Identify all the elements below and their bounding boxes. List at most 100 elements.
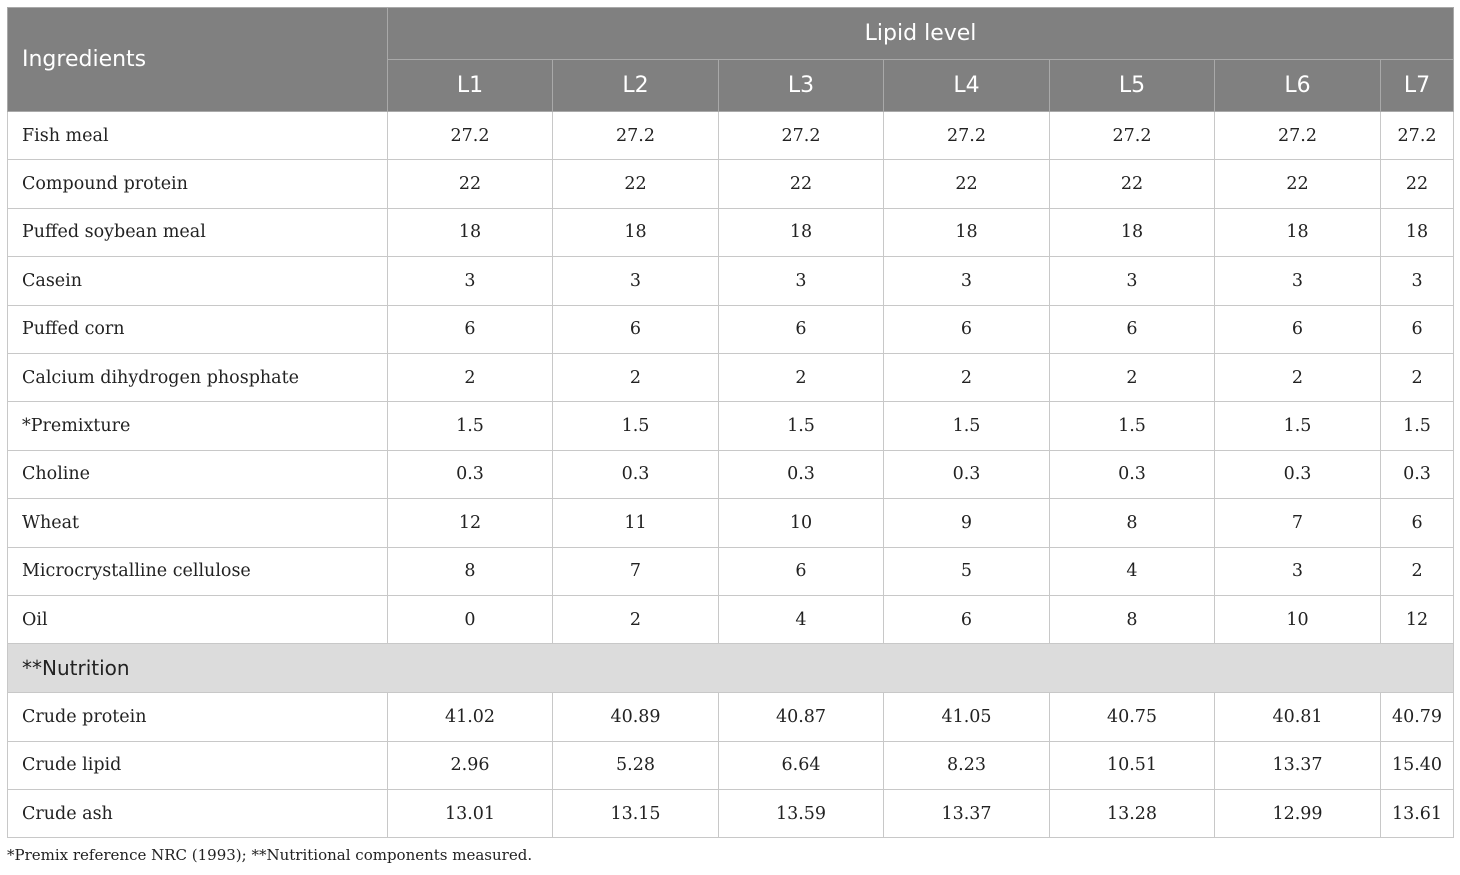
level-header-cell: L5 bbox=[1049, 59, 1215, 112]
table-cell: 18 bbox=[387, 207, 553, 258]
table-cell: 0.3 bbox=[1214, 449, 1381, 500]
row-label: *Premixture bbox=[7, 401, 388, 451]
table-cell: 27.2 bbox=[387, 110, 553, 161]
table-cell: 6.64 bbox=[718, 740, 884, 791]
table-cell: 8 bbox=[387, 546, 553, 596]
table-row: *Premixture 1.5 1.5 1.5 1.5 1.5 1.5 1.5 bbox=[7, 401, 1455, 451]
table-cell: 6 bbox=[883, 594, 1050, 645]
table-cell: 9 bbox=[883, 498, 1050, 548]
table-cell: 22 bbox=[1214, 159, 1381, 209]
table-cell: 22 bbox=[883, 159, 1050, 209]
row-label: Puffed corn bbox=[7, 304, 388, 354]
table-cell: 18 bbox=[1049, 207, 1215, 258]
table-cell: 12.99 bbox=[1214, 789, 1381, 839]
table-cell: 2 bbox=[1379, 546, 1455, 596]
table-cell: 2.96 bbox=[387, 740, 553, 791]
ingredients-header: Ingredients bbox=[7, 7, 388, 112]
table-cell: 27.2 bbox=[1379, 110, 1455, 161]
table-cell: 3 bbox=[883, 256, 1050, 306]
table-cell: 1.5 bbox=[552, 401, 719, 451]
diet-composition-table: Ingredients Lipid level L1 L2 L3 L4 L5 L6 L7 F… bbox=[6, 7, 1455, 839]
table-row: Wheat 12 11 10 9 8 7 6 bbox=[7, 498, 1455, 548]
table-cell: 8 bbox=[1049, 498, 1215, 548]
table-cell: 13.28 bbox=[1049, 789, 1215, 839]
level-header-row: L1 L2 L3 L4 L5 L6 L7 bbox=[8, 59, 1455, 112]
table-cell: 40.81 bbox=[1214, 692, 1381, 742]
table-cell: 6 bbox=[718, 546, 884, 596]
table-cell: 40.89 bbox=[552, 692, 719, 742]
row-label: Oil bbox=[7, 594, 388, 645]
table-container: Ingredients Lipid level L1 L2 L3 L4 L5 L6 L7 F… bbox=[6, 7, 1455, 839]
table-cell: 2 bbox=[883, 352, 1050, 403]
table-cell: 40.79 bbox=[1379, 692, 1455, 742]
table-cell: 0.3 bbox=[1049, 449, 1215, 500]
table-cell: 13.15 bbox=[552, 789, 719, 839]
table-cell: 7 bbox=[552, 546, 719, 596]
table-cell: 18 bbox=[1214, 207, 1381, 258]
table-cell: 18 bbox=[552, 207, 719, 258]
table-cell: 6 bbox=[718, 304, 884, 354]
row-label: Compound protein bbox=[7, 159, 388, 209]
table-cell: 13.59 bbox=[718, 789, 884, 839]
table-cell: 7 bbox=[1214, 498, 1381, 548]
table-row: Puffed corn 6 6 6 6 6 6 6 bbox=[7, 304, 1455, 354]
table-cell: 22 bbox=[387, 159, 553, 209]
table-cell: 2 bbox=[552, 352, 719, 403]
table-cell: 6 bbox=[1214, 304, 1381, 354]
row-label: Wheat bbox=[7, 498, 388, 548]
table-cell: 1.5 bbox=[1049, 401, 1215, 451]
table-cell: 18 bbox=[883, 207, 1050, 258]
table-cell: 2 bbox=[718, 352, 884, 403]
row-label: Fish meal bbox=[7, 110, 388, 161]
table-cell: 1.5 bbox=[718, 401, 884, 451]
table-cell: 4 bbox=[1049, 546, 1215, 596]
level-header-cell: L3 bbox=[718, 59, 884, 112]
table-header: Ingredients Lipid level L1 L2 L3 L4 L5 L6 L7 bbox=[7, 7, 1455, 112]
table-row: Choline 0.3 0.3 0.3 0.3 0.3 0.3 0.3 bbox=[7, 449, 1455, 500]
table-cell: 6 bbox=[1379, 498, 1455, 548]
table-cell: 0.3 bbox=[387, 449, 553, 500]
row-label: Crude lipid bbox=[7, 740, 388, 791]
table-cell: 18 bbox=[718, 207, 884, 258]
table-cell: 11 bbox=[552, 498, 719, 548]
table-cell: 13.61 bbox=[1379, 789, 1455, 839]
level-header-cell: L2 bbox=[552, 59, 719, 112]
table-cell: 40.87 bbox=[718, 692, 884, 742]
table-cell: 6 bbox=[883, 304, 1050, 354]
table-row: Crude protein 41.02 40.89 40.87 41.05 40.75 40… bbox=[7, 692, 1455, 742]
table-cell: 2 bbox=[1379, 352, 1455, 403]
table-row: Oil 0 2 4 6 8 10 12 bbox=[7, 594, 1455, 645]
table-cell: 8 bbox=[1049, 594, 1215, 645]
table-cell: 1.5 bbox=[387, 401, 553, 451]
nutrition-section-header: **Nutrition bbox=[6, 643, 1455, 694]
level-header-cell: L7 bbox=[1379, 59, 1455, 112]
table-cell: 12 bbox=[387, 498, 553, 548]
table-row: Microcrystalline cellulose 8 7 6 5 4 3 2 bbox=[7, 546, 1455, 596]
table-cell: 0.3 bbox=[552, 449, 719, 500]
table-cell: 3 bbox=[1049, 256, 1215, 306]
table-cell: 3 bbox=[1214, 546, 1381, 596]
table-row: Calcium dihydrogen phosphate 2 2 2 2 2 2 2 bbox=[7, 352, 1455, 403]
row-label: Calcium dihydrogen phosphate bbox=[7, 352, 388, 403]
level-header-cell: L6 bbox=[1214, 59, 1381, 112]
table-cell: 10.51 bbox=[1049, 740, 1215, 791]
table-row: Compound protein 22 22 22 22 22 22 22 bbox=[7, 159, 1455, 209]
table-cell: 0 bbox=[387, 594, 553, 645]
table-row: Crude lipid 2.96 5.28 6.64 8.23 10.51 13.37 15.… bbox=[7, 740, 1455, 791]
table-row: Fish meal 27.2 27.2 27.2 27.2 27.2 27.2 27.2 bbox=[7, 110, 1455, 161]
table-cell: 2 bbox=[1214, 352, 1381, 403]
table-cell: 1.5 bbox=[883, 401, 1050, 451]
table-body: Fish meal 27.2 27.2 27.2 27.2 27.2 27.2 27.2 Com… bbox=[6, 110, 1455, 839]
row-label: Crude ash bbox=[7, 789, 388, 839]
row-label: Crude protein bbox=[7, 692, 388, 742]
row-label: Choline bbox=[7, 449, 388, 500]
table-cell: 3 bbox=[718, 256, 884, 306]
table-cell: 13.37 bbox=[883, 789, 1050, 839]
table-cell: 22 bbox=[552, 159, 719, 209]
row-label: Puffed soybean meal bbox=[7, 207, 388, 258]
table-cell: 40.75 bbox=[1049, 692, 1215, 742]
table-cell: 5.28 bbox=[552, 740, 719, 791]
table-cell: 2 bbox=[1049, 352, 1215, 403]
table-cell: 3 bbox=[1379, 256, 1455, 306]
table-cell: 0.3 bbox=[883, 449, 1050, 500]
